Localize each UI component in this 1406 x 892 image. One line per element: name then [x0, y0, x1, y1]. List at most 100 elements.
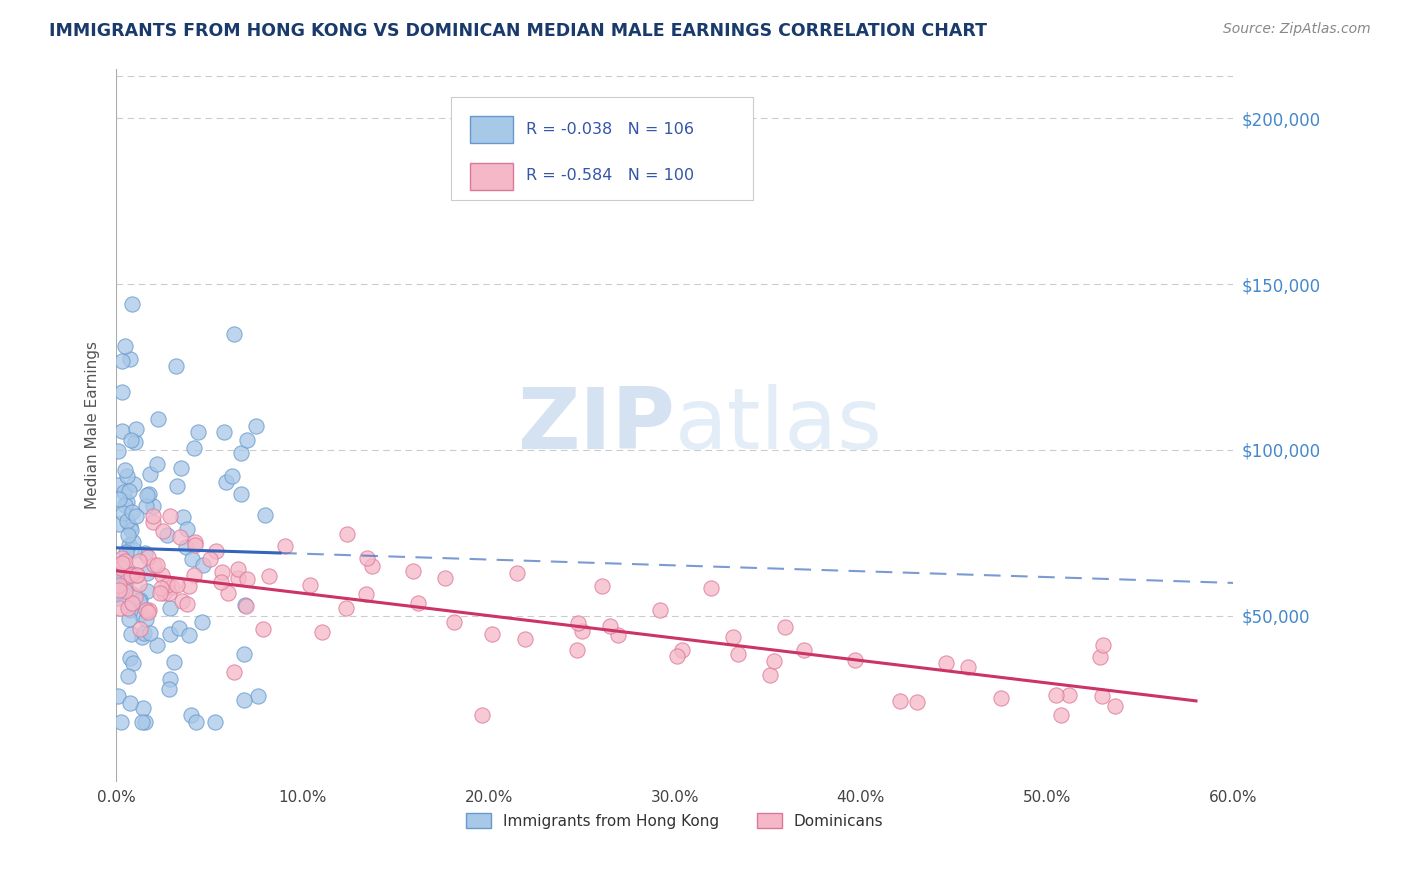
Point: [110, 561, 132, 575]
Point: [515, 632, 537, 646]
Point: [107, 443, 129, 458]
Point: [124, 435, 146, 450]
Point: [117, 612, 139, 626]
Point: [773, 620, 796, 634]
Point: [233, 598, 256, 612]
Point: [138, 603, 160, 617]
Point: [159, 627, 181, 641]
Legend: Immigrants from Hong Kong, Dominicans: Immigrants from Hong Kong, Dominicans: [460, 806, 890, 835]
Point: [229, 445, 252, 459]
Point: [406, 596, 429, 610]
Point: [157, 682, 180, 697]
FancyBboxPatch shape: [471, 162, 513, 190]
Point: [167, 621, 190, 635]
Point: [139, 467, 162, 481]
Point: [209, 575, 232, 590]
Point: [571, 624, 593, 639]
Point: [108, 516, 131, 531]
Point: [108, 583, 131, 598]
Text: atlas: atlas: [675, 384, 883, 467]
Point: [174, 541, 197, 555]
Point: [935, 656, 957, 670]
Point: [118, 484, 141, 499]
Point: [246, 689, 269, 703]
Point: [443, 615, 465, 629]
Point: [124, 590, 146, 604]
Point: [120, 567, 142, 582]
Point: [567, 642, 589, 657]
Point: [591, 579, 613, 593]
Point: [723, 631, 745, 645]
Point: [138, 487, 160, 501]
Point: [184, 538, 207, 552]
Point: [115, 495, 138, 509]
Point: [666, 648, 689, 663]
Point: [114, 339, 136, 353]
Point: [200, 552, 222, 566]
Point: [156, 578, 179, 592]
Point: [236, 572, 259, 586]
Point: [134, 714, 156, 729]
Point: [112, 484, 135, 499]
Point: [135, 488, 157, 502]
Point: [215, 475, 238, 489]
Point: [758, 668, 780, 682]
Point: [311, 625, 333, 640]
Point: [159, 672, 181, 686]
Point: [335, 601, 357, 615]
Point: [120, 696, 142, 710]
Point: [607, 627, 630, 641]
Point: [122, 477, 145, 491]
Point: [112, 573, 135, 587]
Point: [793, 643, 815, 657]
Point: [120, 523, 142, 537]
Point: [111, 354, 134, 368]
Point: [354, 586, 377, 600]
Point: [142, 515, 165, 529]
Point: [157, 585, 180, 599]
Point: [121, 587, 143, 601]
Point: [231, 487, 253, 501]
Point: [146, 638, 169, 652]
Point: [117, 527, 139, 541]
Point: [170, 461, 193, 475]
Point: [434, 571, 457, 585]
Point: [111, 424, 134, 438]
Point: [129, 607, 152, 621]
Point: [149, 586, 172, 600]
Text: R = -0.038   N = 106: R = -0.038 N = 106: [526, 121, 695, 136]
Point: [107, 689, 129, 703]
Point: [146, 457, 169, 471]
Y-axis label: Median Male Earnings: Median Male Earnings: [86, 341, 100, 509]
Point: [176, 598, 198, 612]
Point: [222, 327, 245, 342]
Point: [125, 422, 148, 436]
Point: [121, 297, 143, 311]
Point: [252, 622, 274, 636]
Point: [183, 441, 205, 455]
Point: [120, 351, 142, 366]
Point: [142, 558, 165, 572]
Point: [700, 581, 723, 595]
Point: [956, 660, 979, 674]
Point: [172, 510, 194, 524]
Point: [136, 584, 159, 599]
Point: [118, 651, 141, 665]
Point: [114, 498, 136, 512]
Point: [204, 714, 226, 729]
Point: [990, 690, 1012, 705]
Point: [671, 643, 693, 657]
Point: [115, 515, 138, 529]
FancyBboxPatch shape: [451, 97, 754, 201]
Point: [254, 508, 277, 523]
Point: [212, 425, 235, 439]
Point: [148, 411, 170, 425]
Point: [120, 627, 142, 641]
Point: [118, 538, 141, 552]
Point: [129, 622, 152, 636]
Point: [1104, 699, 1126, 714]
Point: [179, 628, 201, 642]
Point: [142, 509, 165, 524]
Point: [136, 605, 159, 619]
Point: [599, 619, 621, 633]
